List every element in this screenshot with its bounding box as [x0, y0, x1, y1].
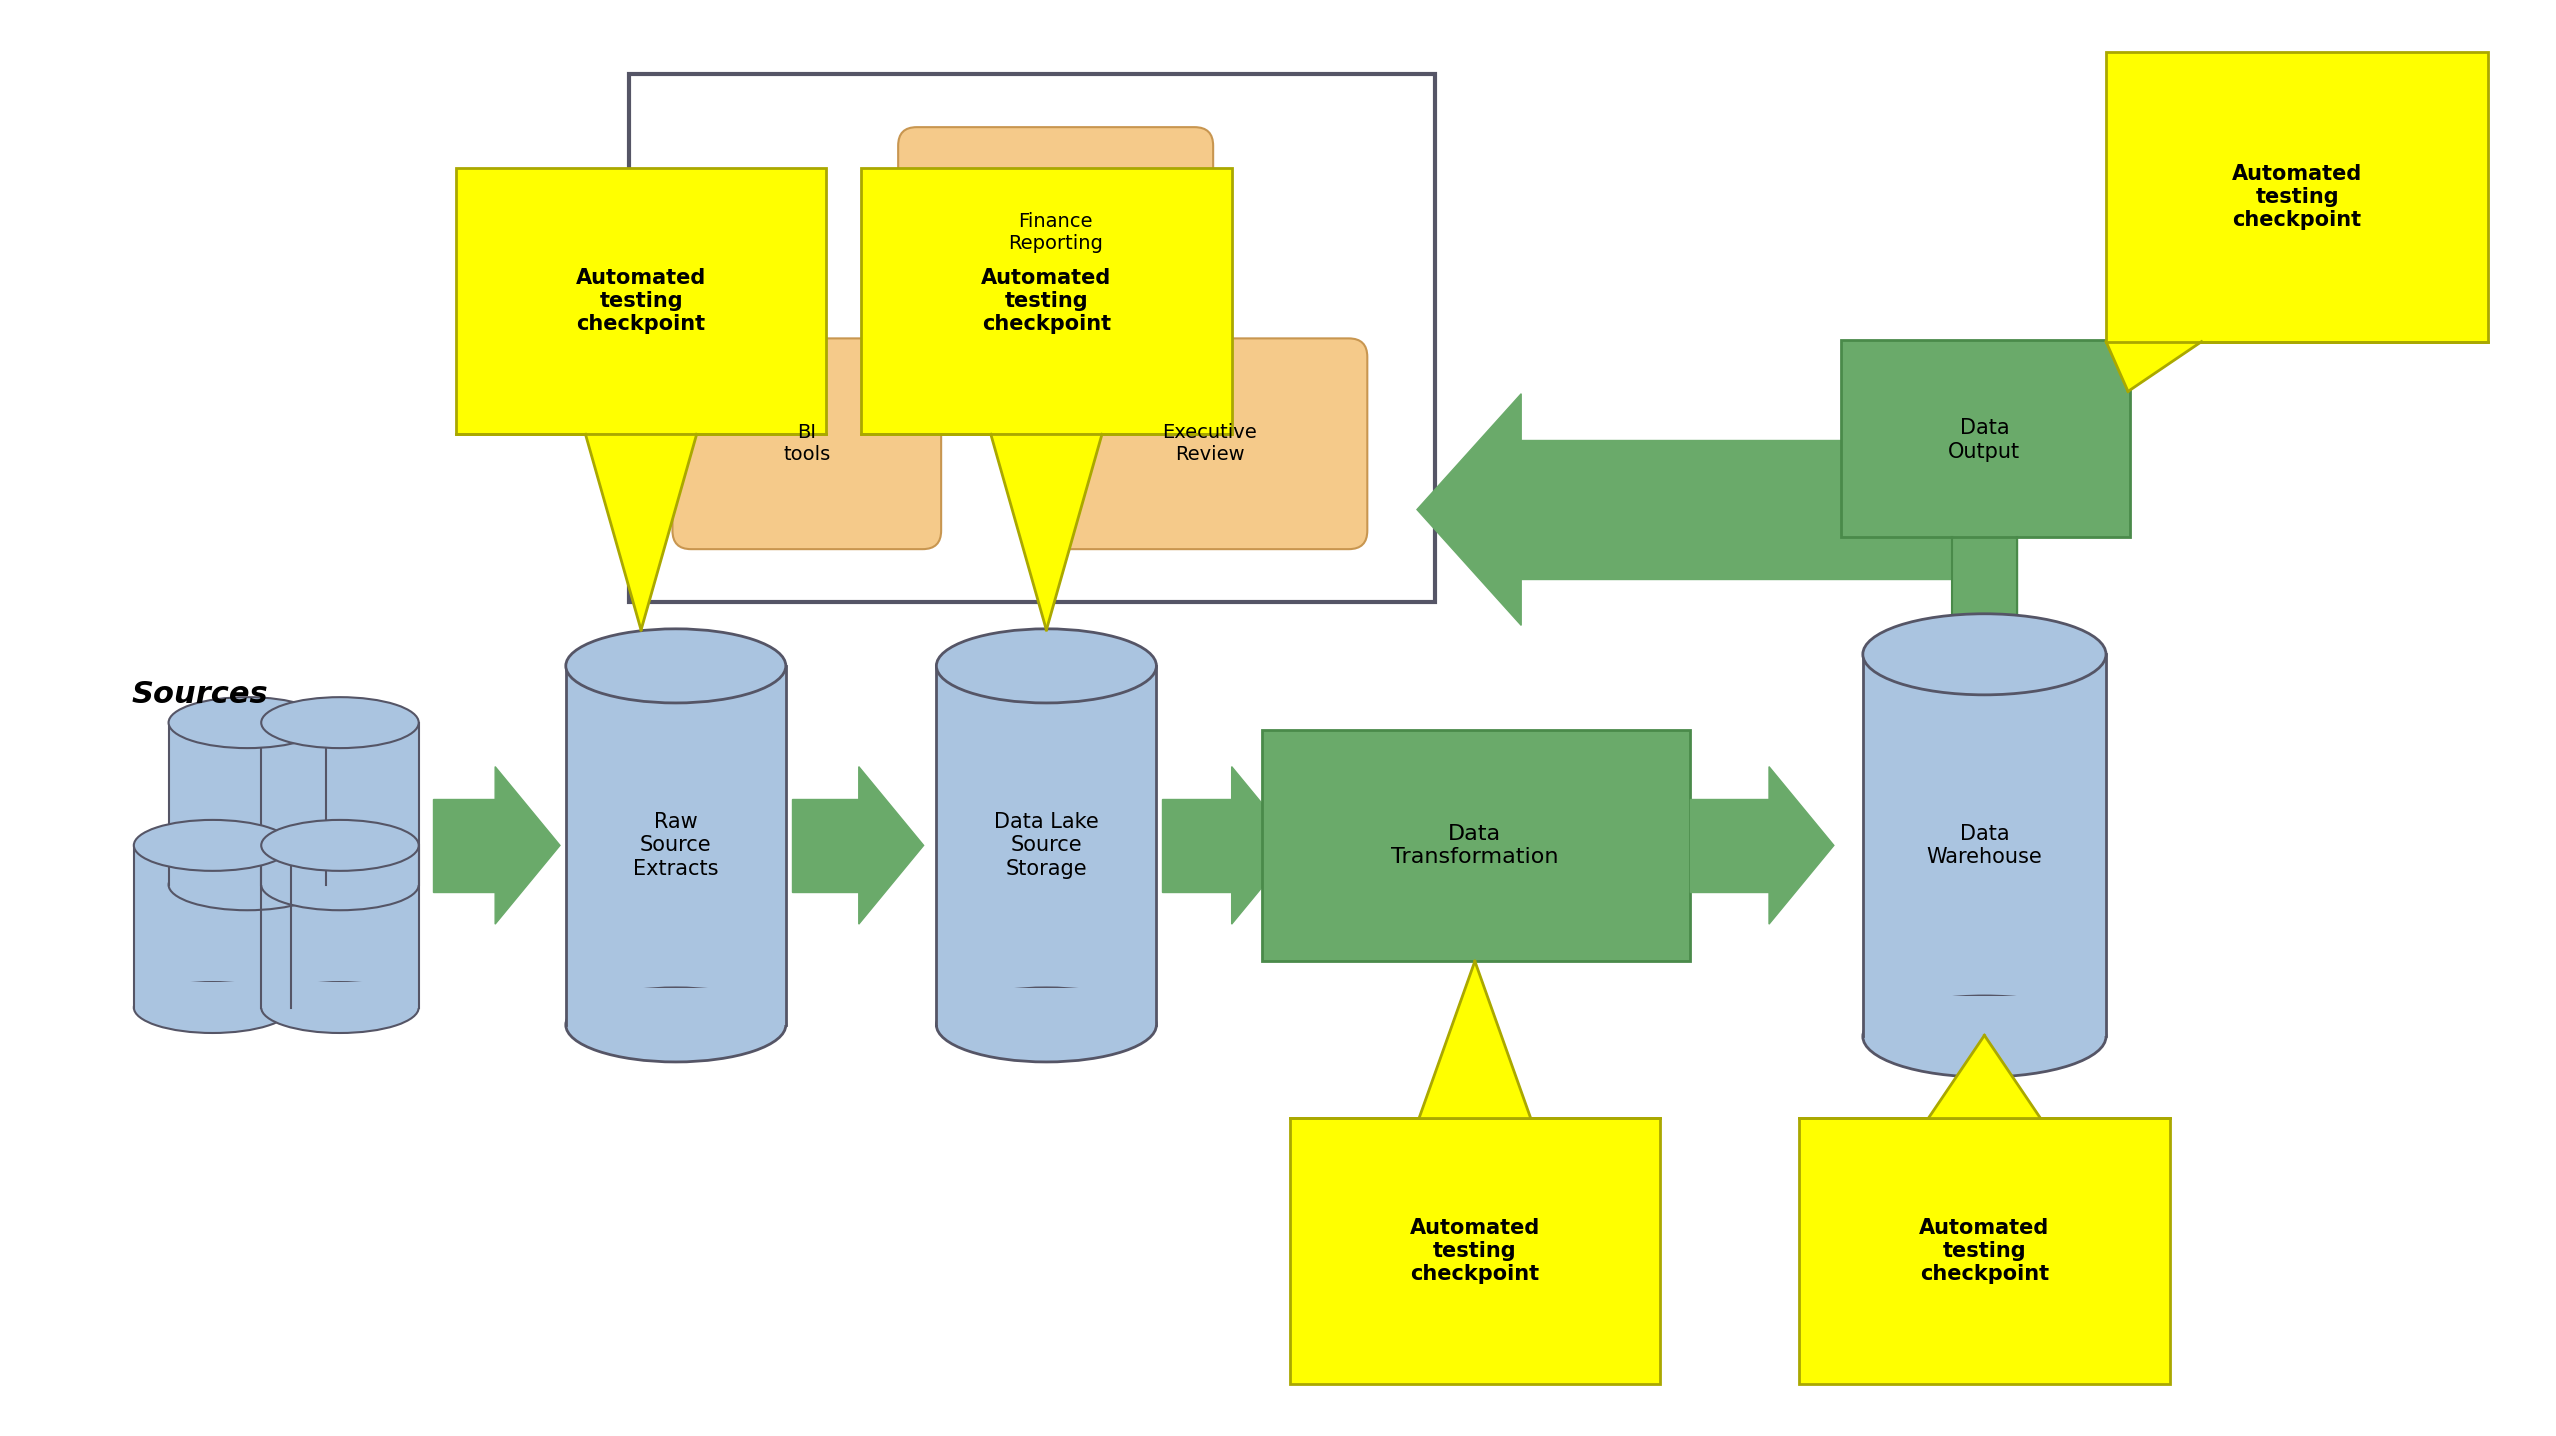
Polygon shape [1930, 1035, 2040, 1117]
FancyBboxPatch shape [1053, 339, 1367, 549]
Polygon shape [585, 434, 698, 630]
Bar [565, 988, 785, 1025]
Bar [1291, 1117, 1661, 1384]
Bar [169, 859, 327, 885]
Bar [1840, 340, 2129, 537]
Polygon shape [2106, 342, 2201, 392]
Bar [2106, 52, 2487, 342]
Polygon shape [496, 767, 560, 925]
Ellipse shape [169, 859, 327, 910]
Text: BI
tools: BI tools [782, 424, 831, 464]
Ellipse shape [133, 820, 291, 870]
Text: Raw
Source
Extracts: Raw Source Extracts [634, 813, 718, 879]
Text: Executive
Review: Executive Review [1163, 424, 1258, 464]
Text: Data Lake
Source
Storage: Data Lake Source Storage [994, 813, 1099, 879]
Text: Automated
testing
checkpoint: Automated testing checkpoint [2231, 164, 2362, 230]
Polygon shape [1690, 798, 1769, 892]
Bar [261, 982, 419, 1008]
Polygon shape [1521, 439, 1981, 579]
Text: Automated
testing
checkpoint: Automated testing checkpoint [1920, 1218, 2050, 1284]
Bar [133, 982, 291, 1008]
Ellipse shape [261, 859, 419, 910]
Text: Finance
Reporting: Finance Reporting [1007, 213, 1104, 253]
Polygon shape [1163, 798, 1232, 892]
Text: Automated
testing
checkpoint: Automated testing checkpoint [575, 269, 705, 335]
Polygon shape [1419, 961, 1531, 1117]
Bar [455, 168, 826, 434]
Bar [1799, 1117, 2170, 1384]
Bar [169, 722, 327, 885]
Text: Data
Transformation: Data Transformation [1390, 824, 1559, 867]
Bar [261, 722, 419, 885]
Polygon shape [1232, 767, 1296, 925]
Ellipse shape [261, 820, 419, 870]
Ellipse shape [565, 988, 785, 1063]
Bar [261, 859, 419, 885]
Ellipse shape [169, 696, 327, 748]
Polygon shape [792, 798, 859, 892]
Text: Data
Warehouse: Data Warehouse [1927, 824, 2042, 867]
Bar [133, 846, 291, 1008]
Ellipse shape [261, 696, 419, 748]
Text: Sources: Sources [130, 681, 268, 709]
Polygon shape [1917, 439, 1981, 526]
Text: Automated
testing
checkpoint: Automated testing checkpoint [982, 269, 1112, 335]
Ellipse shape [1863, 997, 2106, 1077]
Bar [1863, 655, 2106, 1037]
Ellipse shape [261, 982, 419, 1032]
Bar [261, 846, 419, 1008]
Bar [861, 168, 1232, 434]
FancyBboxPatch shape [897, 128, 1214, 337]
Ellipse shape [935, 629, 1155, 704]
Ellipse shape [1863, 613, 2106, 695]
Polygon shape [992, 434, 1102, 630]
Bar [935, 988, 1155, 1025]
FancyBboxPatch shape [672, 339, 941, 549]
Bar [1263, 729, 1690, 961]
Polygon shape [1416, 393, 1521, 625]
Polygon shape [859, 767, 923, 925]
Ellipse shape [133, 982, 291, 1032]
Ellipse shape [565, 629, 785, 704]
Text: Data
Output: Data Output [1948, 418, 2019, 461]
Polygon shape [432, 798, 496, 892]
Text: Automated
testing
checkpoint: Automated testing checkpoint [1411, 1218, 1541, 1284]
Bar [1863, 997, 2106, 1037]
Bar [935, 666, 1155, 1025]
Ellipse shape [935, 988, 1155, 1063]
Bar [629, 75, 1436, 602]
Polygon shape [1769, 767, 1833, 925]
Bar [565, 666, 785, 1025]
Polygon shape [1953, 537, 2017, 616]
